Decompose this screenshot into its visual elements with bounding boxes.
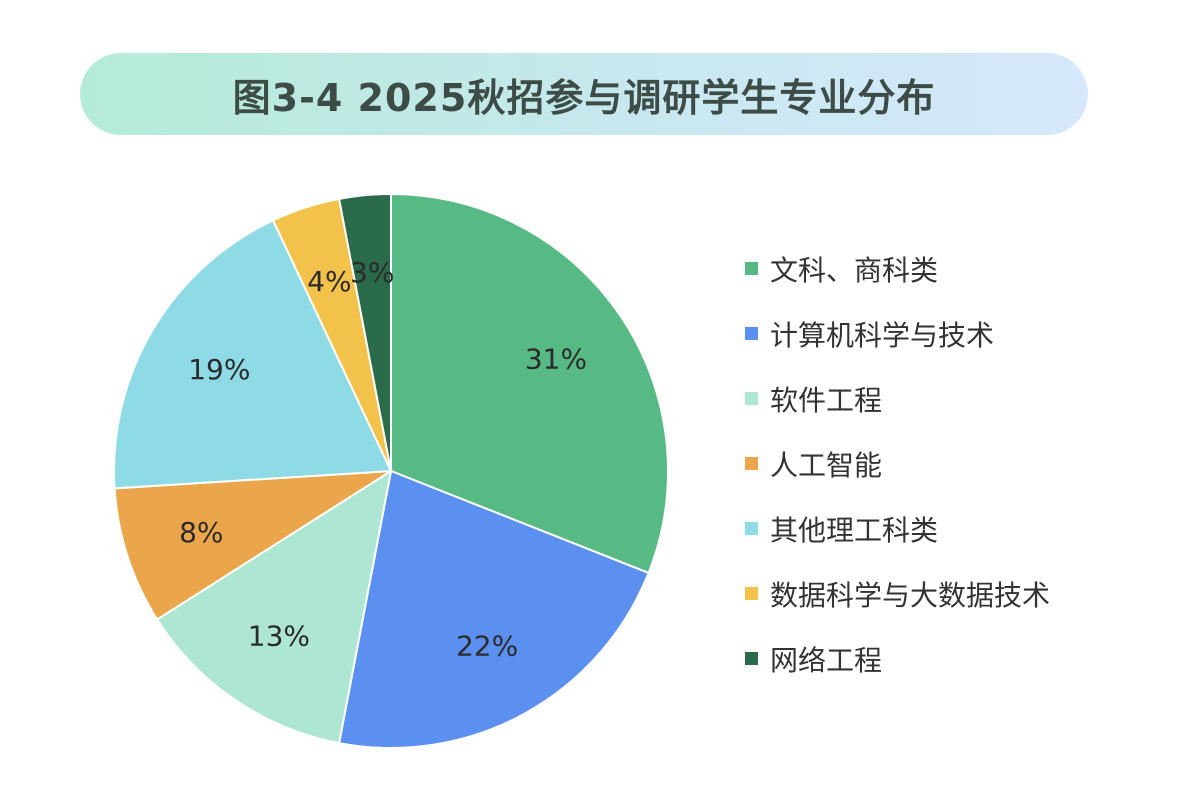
legend-item: 文科、商科类 xyxy=(745,236,1050,301)
legend-swatch xyxy=(745,587,758,600)
slice-percent-label: 19% xyxy=(188,353,250,386)
legend-swatch xyxy=(745,522,758,535)
pie-slice xyxy=(337,469,650,749)
pie-slice xyxy=(113,219,393,490)
legend-item: 数据科学与大数据技术 xyxy=(745,561,1050,626)
legend-item: 网络工程 xyxy=(745,626,1050,691)
slice-percent-label: 8% xyxy=(179,516,223,549)
legend-swatch xyxy=(745,262,758,275)
legend-label: 其他理工科类 xyxy=(770,513,939,547)
slice-percent-label: 31% xyxy=(525,342,587,375)
legend-swatch xyxy=(745,327,758,340)
pie-slice xyxy=(113,470,392,621)
legend-item: 计算机科学与技术 xyxy=(745,301,1050,366)
legend-swatch xyxy=(745,652,758,665)
slice-percent-label: 3% xyxy=(350,256,394,289)
legend-swatch xyxy=(745,457,758,470)
legend-label: 计算机科学与技术 xyxy=(770,318,995,352)
slice-percent-label: 13% xyxy=(248,619,310,652)
legend-label: 文科、商科类 xyxy=(770,253,939,287)
pie-slice xyxy=(337,192,392,472)
legend-item: 软件工程 xyxy=(745,366,1050,431)
legend-label: 软件工程 xyxy=(770,383,883,417)
legend-label: 数据科学与大数据技术 xyxy=(770,578,1051,612)
slice-percent-label: 22% xyxy=(456,629,518,662)
pie-slice xyxy=(155,468,393,745)
chart-title: 图3-4 2025秋招参与调研学生专业分布 xyxy=(232,75,936,120)
legend-label: 人工智能 xyxy=(770,448,883,482)
chart-legend: 文科、商科类 计算机科学与技术 软件工程 人工智能 其他理工科类 数据科学与大数… xyxy=(745,236,1050,691)
legend-swatch xyxy=(745,392,758,405)
slice-percent-label: 4% xyxy=(307,265,351,298)
legend-item: 其他理工科类 xyxy=(745,496,1050,561)
legend-item: 人工智能 xyxy=(745,431,1050,496)
legend-label: 网络工程 xyxy=(770,643,883,677)
chart-title-banner: 图3-4 2025秋招参与调研学生专业分布 xyxy=(80,53,1088,135)
pie-slice xyxy=(390,192,669,575)
